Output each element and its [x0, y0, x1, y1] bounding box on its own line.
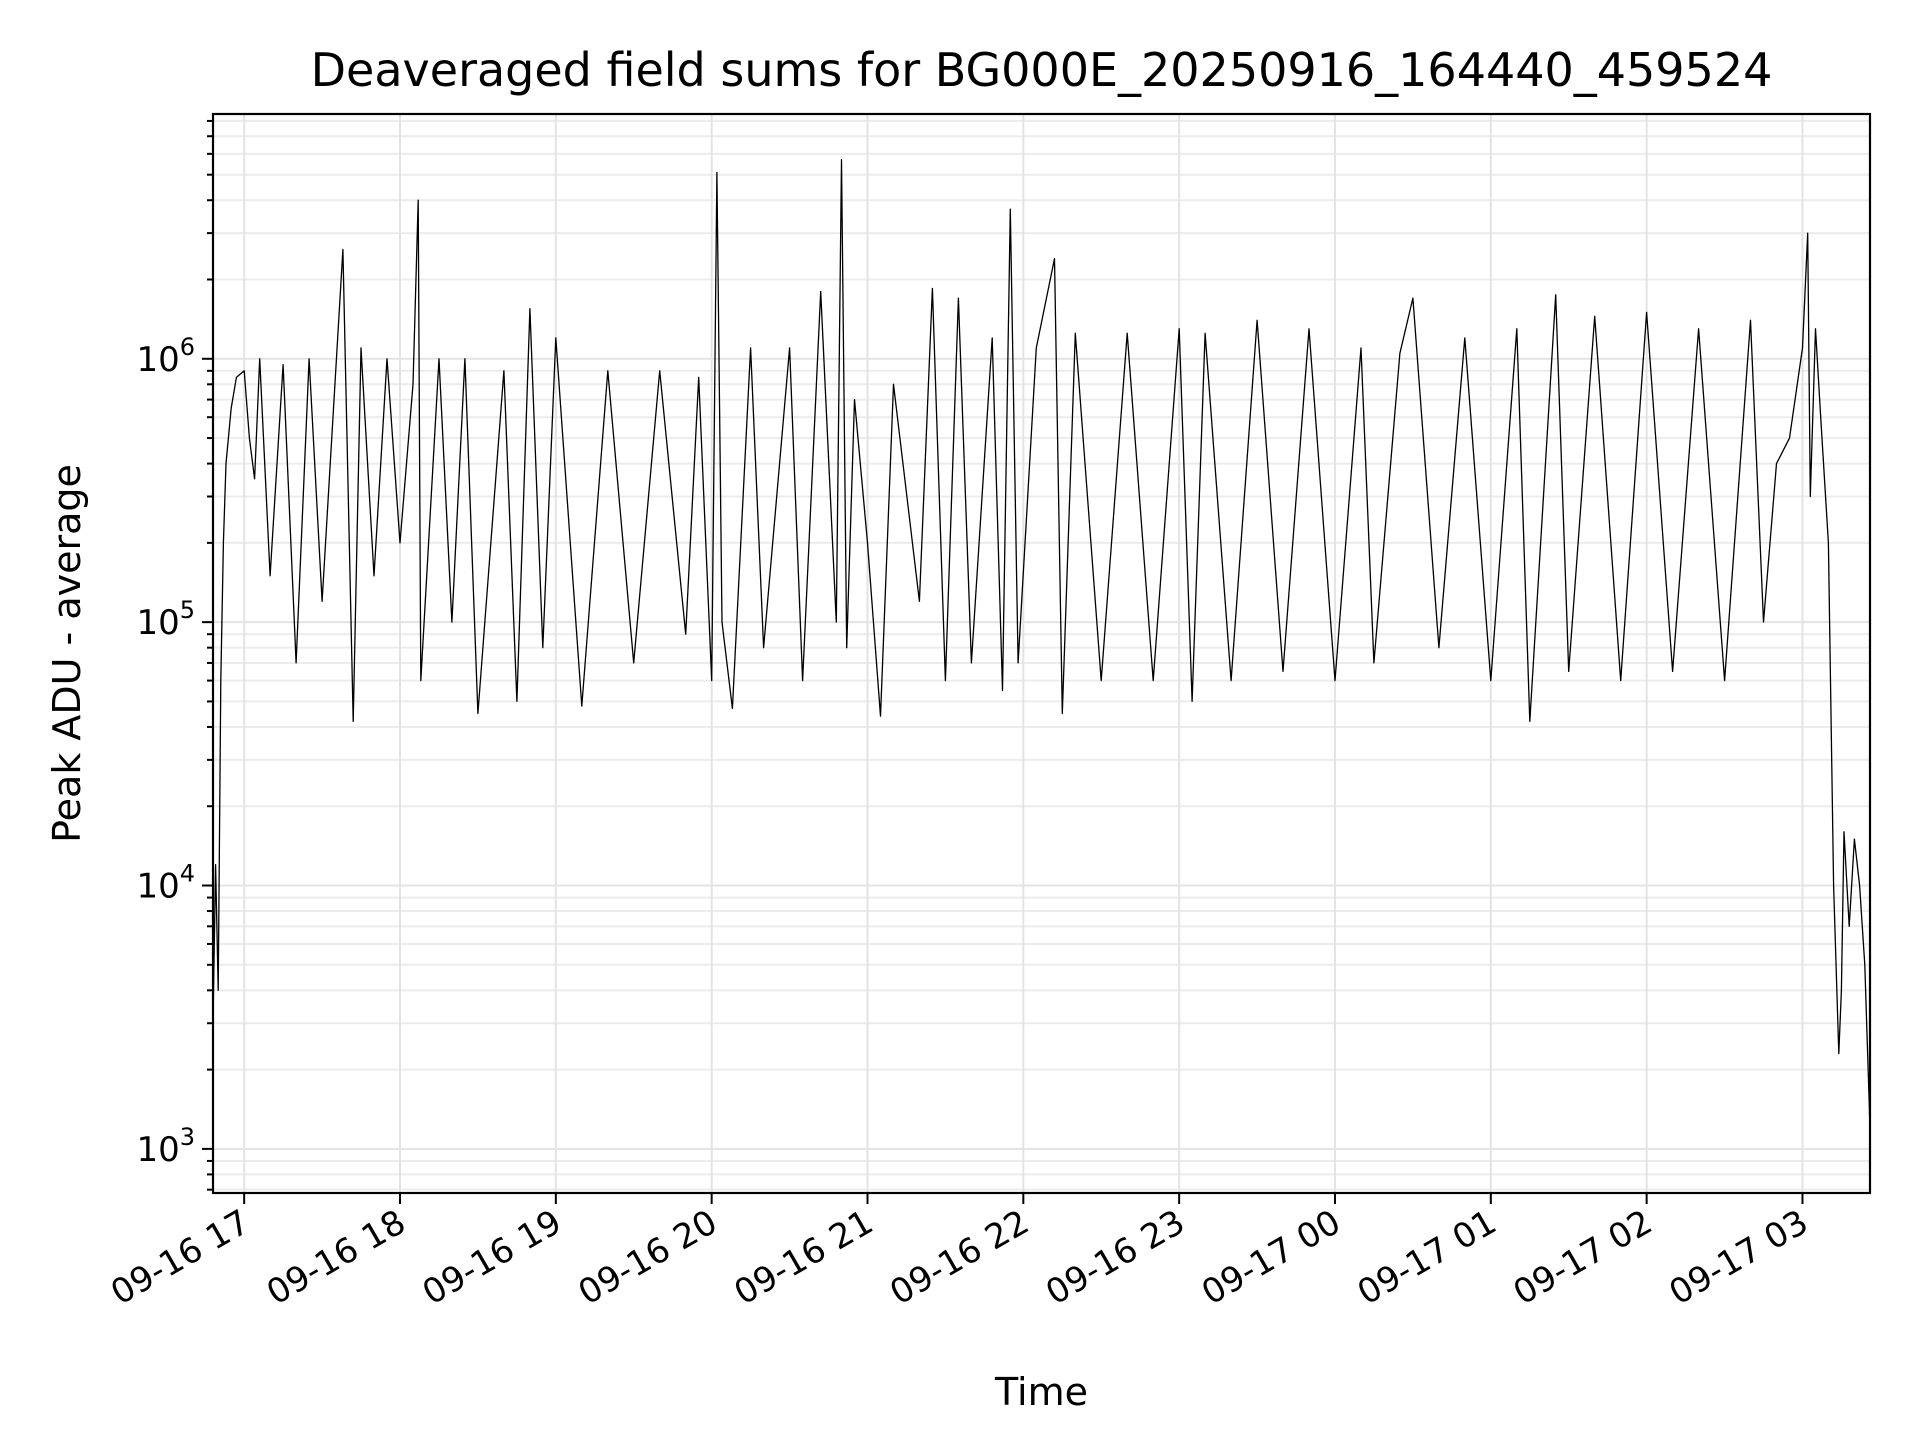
series-layer: [212, 159, 1871, 1129]
y-tick-label: 105: [136, 596, 195, 643]
x-axis-label: Time: [994, 1370, 1088, 1414]
y-axis-label: Peak ADU - average: [45, 464, 89, 843]
y-tick-label: 103: [136, 1123, 195, 1170]
series-line: [212, 159, 1871, 1129]
y-tick-label: 104: [136, 860, 195, 907]
y-tick-label: 106: [136, 333, 195, 380]
grid: [213, 114, 1870, 1193]
plot-frame: [211, 112, 1872, 1195]
chart-title: Deaveraged field sums for BG000E_2025091…: [311, 43, 1773, 97]
